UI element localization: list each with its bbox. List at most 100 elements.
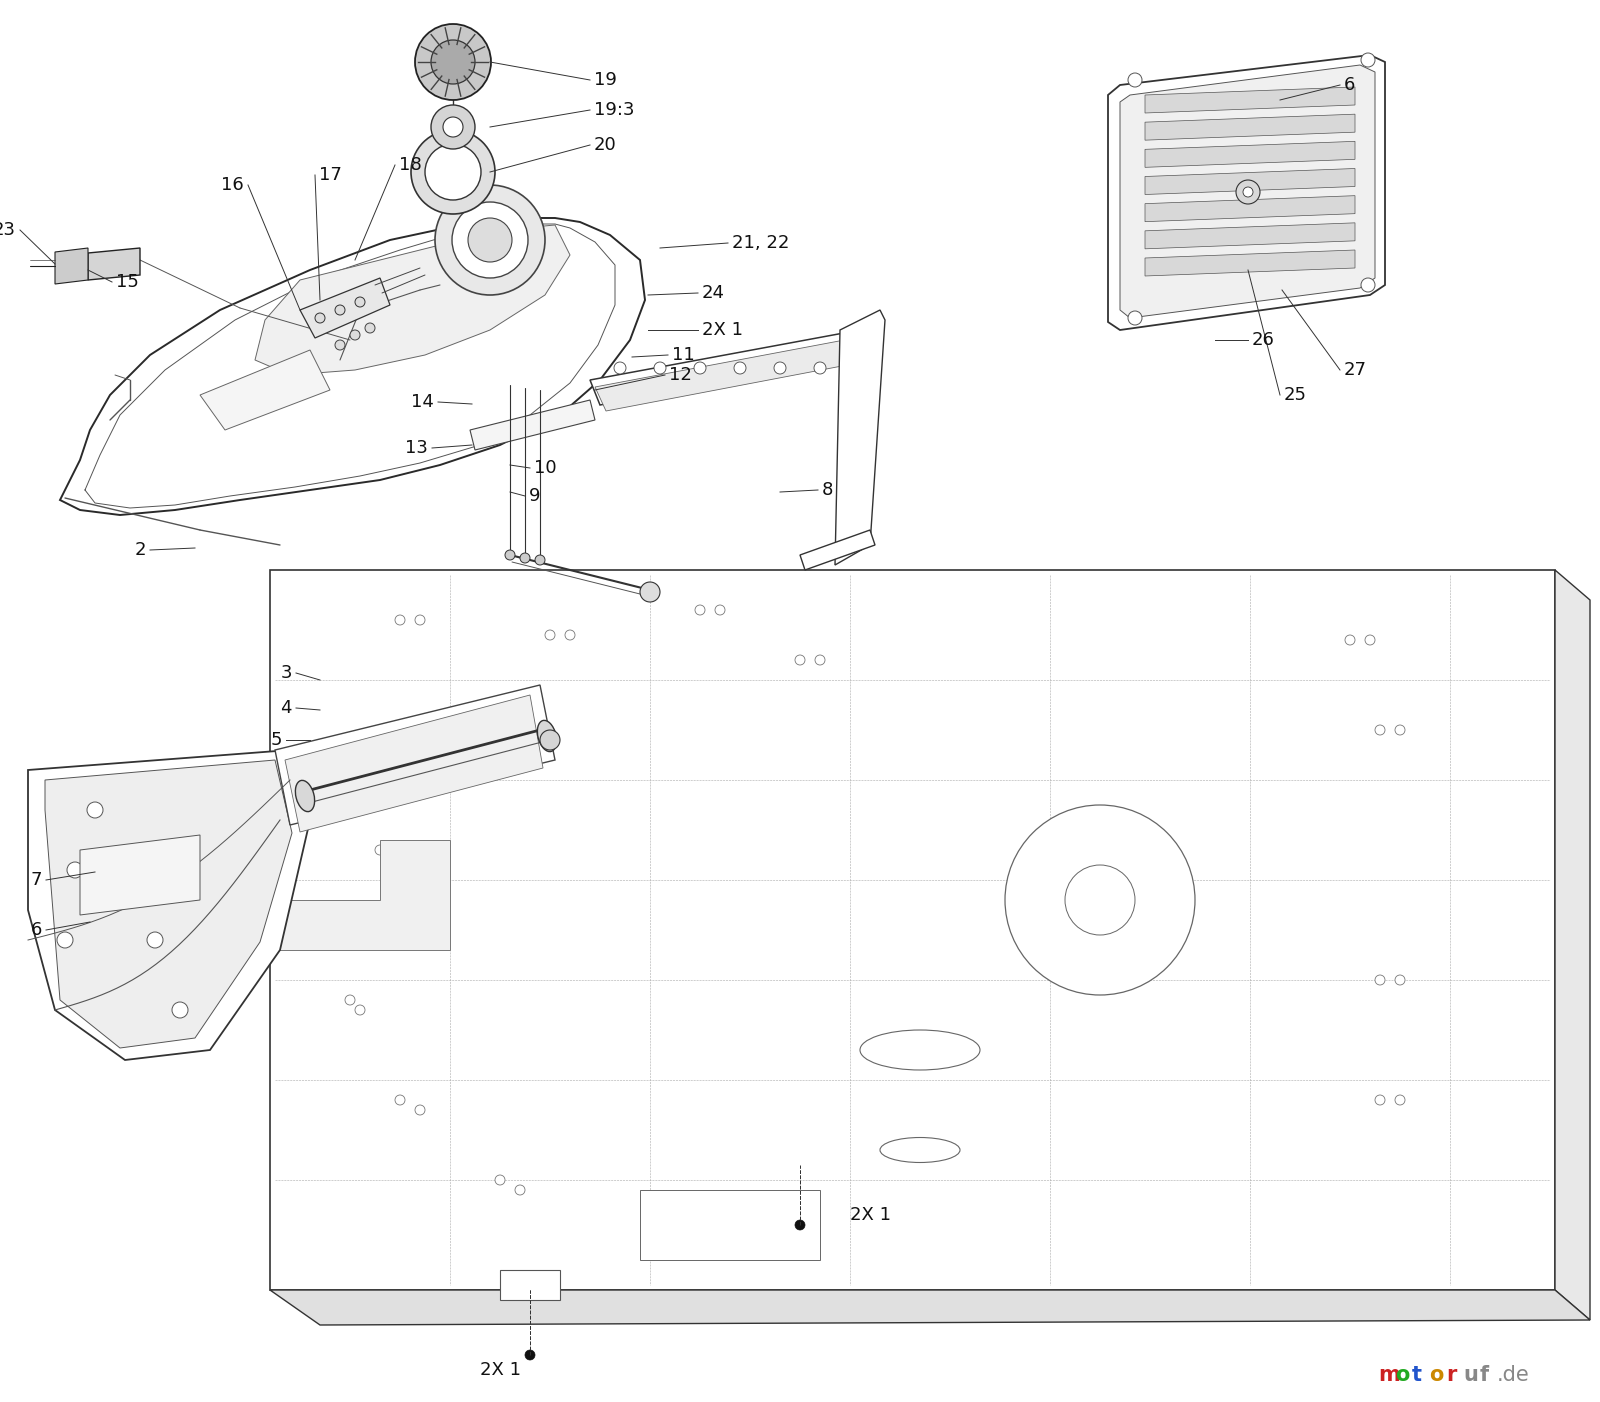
- Polygon shape: [640, 1190, 819, 1260]
- Circle shape: [694, 606, 706, 615]
- Circle shape: [1066, 865, 1134, 935]
- Text: t: t: [1413, 1366, 1422, 1385]
- Text: 2X 1: 2X 1: [480, 1361, 520, 1380]
- Text: 11: 11: [672, 346, 694, 365]
- Circle shape: [1362, 278, 1374, 292]
- Polygon shape: [835, 310, 885, 565]
- Circle shape: [445, 744, 454, 756]
- Circle shape: [1395, 1095, 1405, 1105]
- Text: 23: 23: [0, 222, 16, 238]
- Circle shape: [453, 202, 528, 278]
- Polygon shape: [1146, 87, 1355, 114]
- Circle shape: [546, 629, 555, 639]
- Circle shape: [1365, 635, 1374, 645]
- Polygon shape: [1146, 223, 1355, 248]
- Text: 17: 17: [318, 165, 342, 184]
- Circle shape: [795, 655, 805, 665]
- Circle shape: [494, 1175, 506, 1185]
- Polygon shape: [1120, 64, 1374, 318]
- Text: 8: 8: [822, 481, 834, 499]
- Circle shape: [534, 555, 546, 565]
- Circle shape: [395, 1095, 405, 1105]
- Polygon shape: [80, 836, 200, 916]
- Text: 26: 26: [1251, 331, 1275, 349]
- Circle shape: [426, 144, 482, 200]
- Text: 2X 1: 2X 1: [850, 1206, 891, 1224]
- Text: .de: .de: [1498, 1366, 1530, 1385]
- Text: 4: 4: [280, 700, 291, 716]
- Circle shape: [614, 362, 626, 374]
- Circle shape: [525, 1350, 534, 1360]
- Circle shape: [58, 932, 74, 948]
- Circle shape: [430, 41, 475, 84]
- Circle shape: [525, 1274, 534, 1286]
- Text: r: r: [1446, 1366, 1456, 1385]
- Circle shape: [715, 606, 725, 615]
- Circle shape: [414, 1105, 426, 1115]
- Polygon shape: [254, 224, 570, 374]
- Circle shape: [374, 845, 386, 855]
- Polygon shape: [470, 400, 595, 450]
- Circle shape: [1005, 805, 1195, 995]
- Text: 10: 10: [534, 458, 557, 477]
- Circle shape: [814, 655, 826, 665]
- Circle shape: [334, 306, 346, 315]
- Polygon shape: [200, 350, 330, 430]
- Circle shape: [430, 105, 475, 149]
- Text: 21, 22: 21, 22: [733, 234, 789, 252]
- Polygon shape: [275, 686, 555, 824]
- Text: 24: 24: [702, 285, 725, 301]
- Circle shape: [506, 550, 515, 559]
- Circle shape: [546, 1274, 555, 1286]
- Text: 2X 1: 2X 1: [702, 321, 742, 339]
- Text: 15: 15: [115, 273, 139, 292]
- Circle shape: [1128, 311, 1142, 325]
- Circle shape: [334, 341, 346, 350]
- Polygon shape: [1146, 114, 1355, 140]
- Polygon shape: [1146, 168, 1355, 195]
- Circle shape: [346, 995, 355, 1005]
- Polygon shape: [1107, 55, 1386, 329]
- Circle shape: [1374, 1095, 1386, 1105]
- Circle shape: [1346, 635, 1355, 645]
- Circle shape: [1235, 179, 1261, 205]
- Circle shape: [350, 329, 360, 341]
- Circle shape: [515, 1185, 525, 1195]
- Circle shape: [365, 322, 374, 334]
- Circle shape: [395, 865, 405, 875]
- Polygon shape: [29, 750, 310, 1060]
- Circle shape: [1395, 725, 1405, 735]
- Circle shape: [565, 629, 574, 639]
- Ellipse shape: [296, 781, 315, 812]
- Text: f: f: [1480, 1366, 1490, 1385]
- Circle shape: [1374, 974, 1386, 986]
- Text: o: o: [1429, 1366, 1443, 1385]
- Text: 13: 13: [405, 439, 429, 457]
- Text: 20: 20: [594, 136, 616, 154]
- Ellipse shape: [861, 1030, 979, 1070]
- Circle shape: [467, 217, 512, 262]
- Ellipse shape: [880, 1137, 960, 1162]
- Circle shape: [734, 362, 746, 374]
- Polygon shape: [301, 278, 390, 338]
- Circle shape: [395, 615, 405, 625]
- Text: 5: 5: [270, 730, 282, 749]
- Text: m: m: [1378, 1366, 1400, 1385]
- Text: 7: 7: [30, 871, 42, 889]
- Polygon shape: [270, 840, 450, 951]
- Text: 2: 2: [134, 541, 146, 559]
- Circle shape: [173, 1002, 189, 1018]
- Circle shape: [411, 130, 494, 215]
- Circle shape: [774, 362, 786, 374]
- Polygon shape: [270, 1290, 1590, 1325]
- Text: o: o: [1395, 1366, 1410, 1385]
- Text: 18: 18: [398, 156, 422, 174]
- Polygon shape: [1146, 250, 1355, 276]
- Text: 3: 3: [280, 665, 291, 681]
- Text: 9: 9: [530, 486, 541, 505]
- Text: u: u: [1462, 1366, 1478, 1385]
- Polygon shape: [54, 248, 88, 285]
- Polygon shape: [61, 217, 645, 515]
- Circle shape: [795, 1220, 805, 1230]
- Circle shape: [86, 802, 102, 817]
